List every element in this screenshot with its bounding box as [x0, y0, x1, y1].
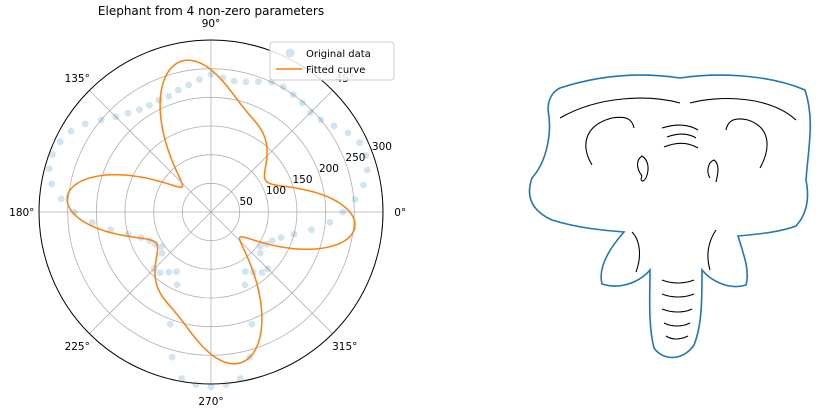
radial-tick-label: 100 [266, 185, 286, 197]
legend-label-fitted: Fitted curve [306, 65, 365, 76]
legend-label-original: Original data [306, 49, 371, 60]
original-data-point [168, 353, 176, 361]
original-data-point [192, 381, 200, 388]
original-data-point [360, 181, 367, 189]
original-data-point [156, 269, 164, 277]
angle-tick-label: 315° [332, 341, 357, 353]
original-data-point [242, 268, 249, 275]
original-data-point [49, 150, 57, 158]
original-data-point [112, 113, 120, 121]
radial-tick-label: 50 [239, 196, 252, 208]
original-data-point [166, 320, 174, 328]
original-data-point [256, 243, 264, 250]
original-data-point [255, 78, 262, 86]
original-data-point [196, 76, 203, 83]
original-data-point [158, 249, 166, 257]
angular-grid-line [210, 90, 333, 213]
original-data-point [155, 96, 163, 104]
angle-tick-label: 180° [9, 207, 34, 219]
original-data-point [330, 122, 338, 130]
original-data-point [268, 237, 276, 244]
polar-tick-labels: 0°45°90°135°180°225°270°315°501001502002… [9, 18, 406, 408]
chart-title: Elephant from 4 non-zero parameters [98, 4, 324, 18]
legend: Original data Fitted curve [269, 41, 395, 81]
original-data-point [174, 86, 182, 94]
angle-tick-label: 135° [65, 73, 90, 85]
original-data-point [339, 208, 347, 216]
fitted-curve-line [66, 59, 356, 365]
original-data-point [230, 77, 238, 85]
polar-frame [38, 39, 384, 385]
original-data-point [258, 269, 266, 277]
original-data-points [45, 71, 371, 391]
angular-grid-line [89, 90, 212, 213]
original-data-point [362, 152, 370, 159]
original-data-point [185, 81, 192, 89]
original-data-point [45, 165, 53, 173]
original-data-point [173, 281, 181, 289]
original-data-point [165, 268, 173, 276]
original-data-point [158, 243, 166, 250]
original-data-point [173, 268, 181, 275]
angle-tick-label: 90° [202, 18, 221, 30]
original-data-point [97, 116, 105, 124]
original-data-point [317, 116, 325, 124]
elephant-outline [528, 74, 812, 359]
radial-tick-label: 150 [292, 174, 312, 186]
original-data-point [308, 226, 315, 234]
original-data-point [241, 281, 249, 289]
original-data-point [242, 78, 250, 86]
original-data-point [165, 92, 173, 100]
original-data-point [289, 91, 297, 98]
angular-grid-line [89, 211, 212, 334]
legend-box [269, 41, 395, 81]
original-data-point [88, 218, 96, 226]
original-data-point [256, 249, 264, 257]
original-data-point [363, 166, 371, 174]
original-data-point [57, 195, 65, 203]
radial-tick-label: 250 [345, 152, 365, 164]
original-data-point [207, 383, 215, 391]
original-data-point [222, 381, 230, 388]
angle-tick-label: 225° [65, 341, 90, 353]
radial-tick-label: 200 [319, 163, 339, 175]
radial-tick-label: 300 [372, 141, 392, 153]
legend-marker-original [285, 48, 295, 58]
angle-tick-label: 0° [394, 207, 406, 219]
original-data-point [135, 106, 143, 114]
elephant-details [559, 97, 797, 340]
original-data-point [290, 230, 298, 238]
original-data-point [356, 139, 364, 147]
original-data-point [264, 265, 272, 273]
original-data-point [145, 101, 153, 109]
original-data-point [56, 138, 64, 146]
original-data-point [351, 196, 359, 203]
original-data-point [81, 120, 89, 128]
original-data-point [248, 320, 256, 328]
angle-tick-label: 270° [198, 396, 223, 408]
original-data-point [344, 129, 352, 137]
original-data-point [298, 99, 306, 107]
original-data-point [236, 375, 244, 382]
original-data-point [277, 234, 285, 241]
angular-grid-line [210, 211, 333, 334]
original-data-point [307, 108, 315, 116]
original-data-point [279, 83, 287, 91]
original-data-point [178, 375, 186, 382]
original-data-point [67, 127, 75, 135]
original-data-point [150, 265, 158, 273]
elephant-drawing [528, 74, 812, 359]
original-data-point [326, 218, 334, 226]
fitted-curve [66, 59, 356, 365]
original-data-point [48, 180, 56, 188]
polar-grid [38, 39, 384, 385]
original-data-point [124, 109, 132, 117]
original-data-point [207, 71, 215, 78]
